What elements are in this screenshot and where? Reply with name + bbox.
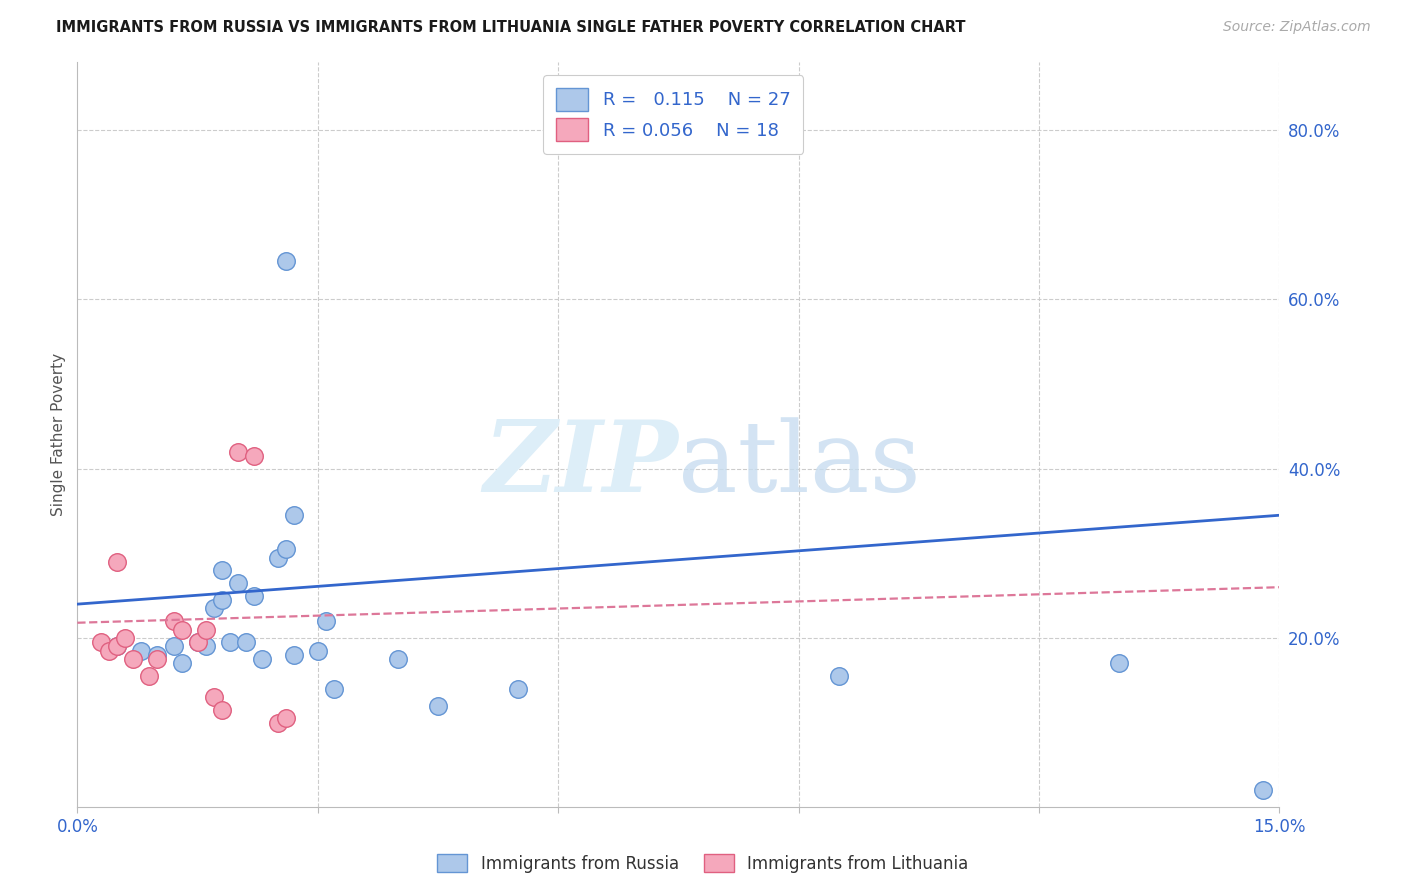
Point	[138, 669, 160, 683]
Point	[427, 698, 450, 713]
Point	[107, 555, 129, 569]
Legend: Immigrants from Russia, Immigrants from Lithuania: Immigrants from Russia, Immigrants from …	[430, 847, 976, 880]
Point	[211, 563, 233, 577]
Text: Source: ZipAtlas.com: Source: ZipAtlas.com	[1223, 20, 1371, 34]
Point	[242, 449, 264, 463]
Point	[828, 669, 851, 683]
Point	[202, 690, 225, 705]
Point	[122, 652, 145, 666]
Point	[283, 508, 305, 523]
Point	[274, 542, 297, 557]
Y-axis label: Single Father Poverty: Single Father Poverty	[51, 353, 66, 516]
Point	[226, 576, 249, 591]
Point	[267, 715, 290, 730]
Point	[202, 601, 225, 615]
Point	[187, 635, 209, 649]
Point	[162, 614, 184, 628]
Point	[146, 648, 169, 662]
Point	[194, 640, 217, 654]
Point	[131, 643, 153, 657]
Point	[211, 703, 233, 717]
Legend: R =   0.115    N = 27, R = 0.056    N = 18: R = 0.115 N = 27, R = 0.056 N = 18	[543, 75, 803, 154]
Point	[226, 444, 249, 458]
Point	[90, 635, 112, 649]
Point	[170, 623, 193, 637]
Point	[315, 614, 337, 628]
Point	[242, 589, 264, 603]
Point	[274, 711, 297, 725]
Point	[218, 635, 240, 649]
Point	[307, 643, 329, 657]
Point	[1253, 783, 1275, 797]
Point	[322, 681, 344, 696]
Point	[1108, 657, 1130, 671]
Point	[274, 254, 297, 268]
Point	[107, 640, 129, 654]
Point	[98, 643, 121, 657]
Point	[250, 652, 273, 666]
Point	[146, 652, 169, 666]
Point	[235, 635, 257, 649]
Point	[547, 128, 569, 142]
Text: IMMIGRANTS FROM RUSSIA VS IMMIGRANTS FROM LITHUANIA SINGLE FATHER POVERTY CORREL: IMMIGRANTS FROM RUSSIA VS IMMIGRANTS FRO…	[56, 20, 966, 35]
Point	[187, 635, 209, 649]
Text: atlas: atlas	[679, 417, 921, 513]
Text: ZIP: ZIP	[484, 417, 679, 513]
Point	[194, 623, 217, 637]
Point	[387, 652, 409, 666]
Point	[267, 550, 290, 565]
Point	[170, 657, 193, 671]
Point	[107, 640, 129, 654]
Point	[211, 593, 233, 607]
Point	[508, 681, 530, 696]
Point	[162, 640, 184, 654]
Point	[283, 648, 305, 662]
Point	[114, 631, 136, 645]
